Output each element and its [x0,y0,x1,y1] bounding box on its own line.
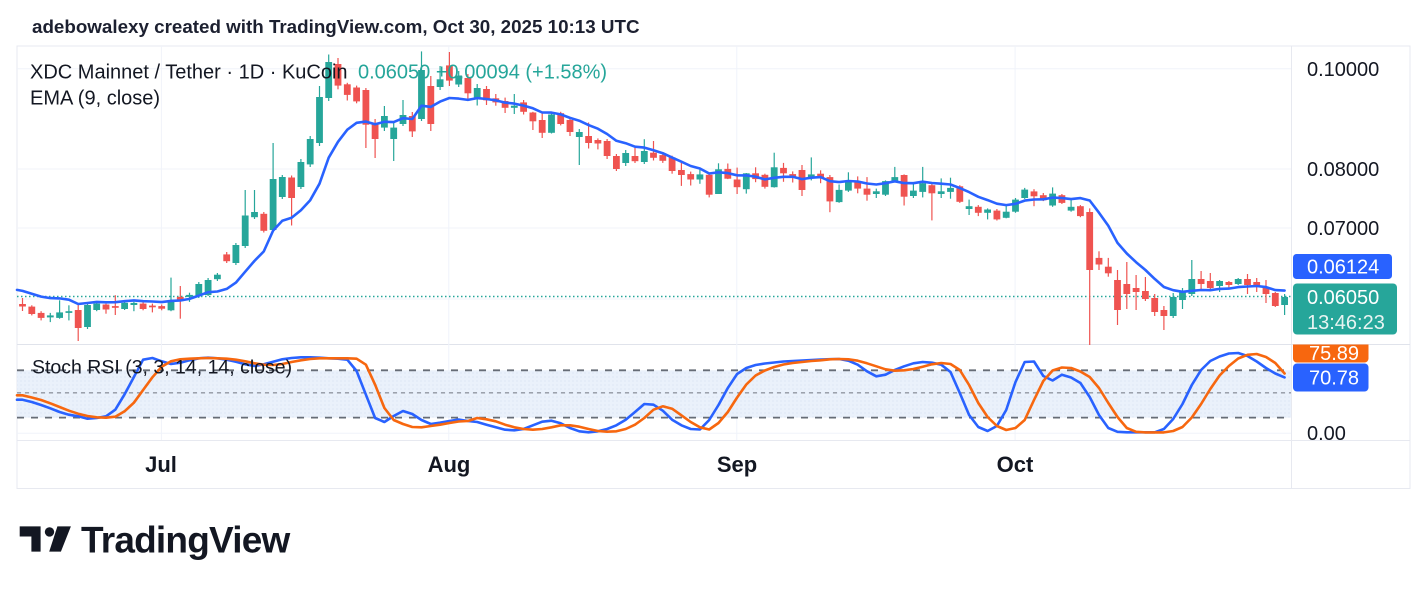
svg-text:0.07000: 0.07000 [1307,218,1379,240]
svg-text:Aug: Aug [428,452,471,477]
svg-text:0.08000: 0.08000 [1307,159,1379,181]
svg-text:Stoch RSI (3, 3, 14, 14, close: Stoch RSI (3, 3, 14, 14, close) [32,357,292,379]
svg-text:0.06050 +0.00094 (+1.58%): 0.06050 +0.00094 (+1.58%) [358,62,607,84]
svg-text:0.06124: 0.06124 [1307,257,1379,279]
svg-text:0.00: 0.00 [1307,423,1346,445]
svg-text:TradingView: TradingView [81,520,290,561]
svg-text:70.78: 70.78 [1309,368,1359,390]
svg-text:Sep: Sep [717,452,757,477]
svg-text:Oct: Oct [997,452,1034,477]
svg-text:0.06050: 0.06050 [1307,287,1379,309]
svg-text:0.10000: 0.10000 [1307,59,1379,81]
svg-text:13:46:23: 13:46:23 [1307,312,1385,334]
svg-text:Jul: Jul [145,452,177,477]
svg-text:adebowalexy created with Tradi: adebowalexy created with TradingView.com… [32,16,640,37]
svg-text:75.89: 75.89 [1309,343,1359,365]
svg-text:EMA (9, close): EMA (9, close) [30,87,160,109]
svg-text:XDC Mainnet / Tether · 1D · Ku: XDC Mainnet / Tether · 1D · KuCoin [30,62,348,84]
